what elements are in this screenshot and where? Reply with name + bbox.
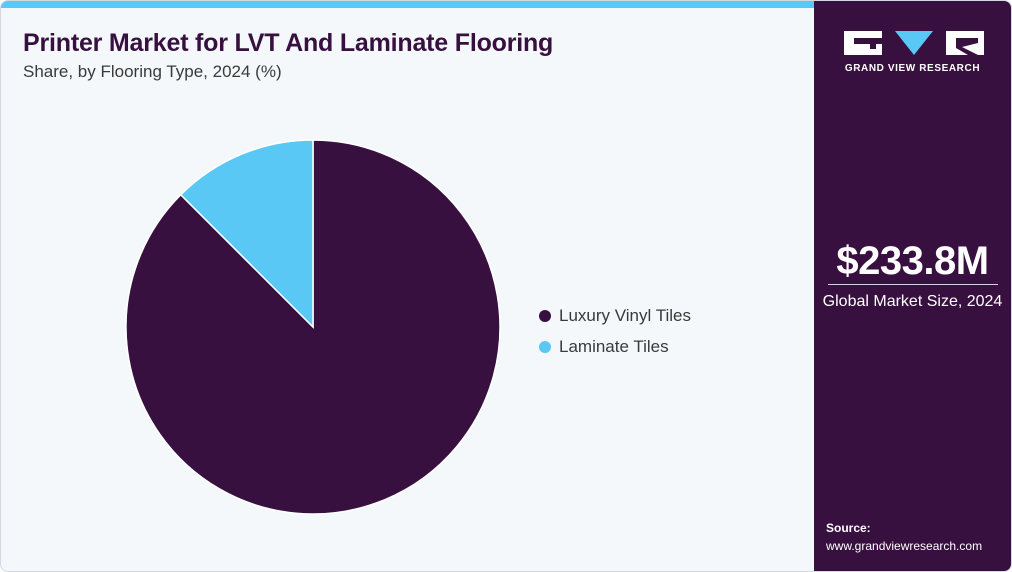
legend-item-luxury-vinyl-tiles: Luxury Vinyl Tiles (539, 300, 691, 331)
chart-subtitle: Share, by Flooring Type, 2024 (%) (23, 62, 282, 81)
market-size-label: Global Market Size, 2024 (822, 293, 1003, 310)
grand-view-research-logo (844, 31, 984, 55)
pie-slice-laminate-tiles (179, 139, 314, 329)
chart-panel: Printer Market for LVT And Laminate Floo… (1, 1, 814, 571)
pie-chart (125, 139, 501, 515)
market-size-value: $233.8M (836, 239, 989, 283)
source-url[interactable]: www.grandviewresearch.com (826, 539, 983, 553)
legend-swatch (539, 340, 551, 353)
accent-bar (1, 1, 814, 8)
info-sidebar: GRAND VIEW RESEARCH $233.8M Global Marke… (814, 1, 1011, 571)
brand-name: GRAND VIEW RESEARCH (844, 63, 981, 74)
legend-swatch (539, 309, 551, 322)
chart-legend: Luxury Vinyl Tiles Laminate Tiles (539, 300, 691, 362)
divider (828, 284, 998, 285)
chart-title: Printer Market for LVT And Laminate Floo… (23, 29, 554, 57)
legend-item-laminate-tiles: Laminate Tiles (539, 331, 691, 362)
legend-label: Laminate Tiles (559, 336, 669, 356)
legend-label: Luxury Vinyl Tiles (559, 305, 691, 325)
source-label: Source: (826, 521, 871, 535)
